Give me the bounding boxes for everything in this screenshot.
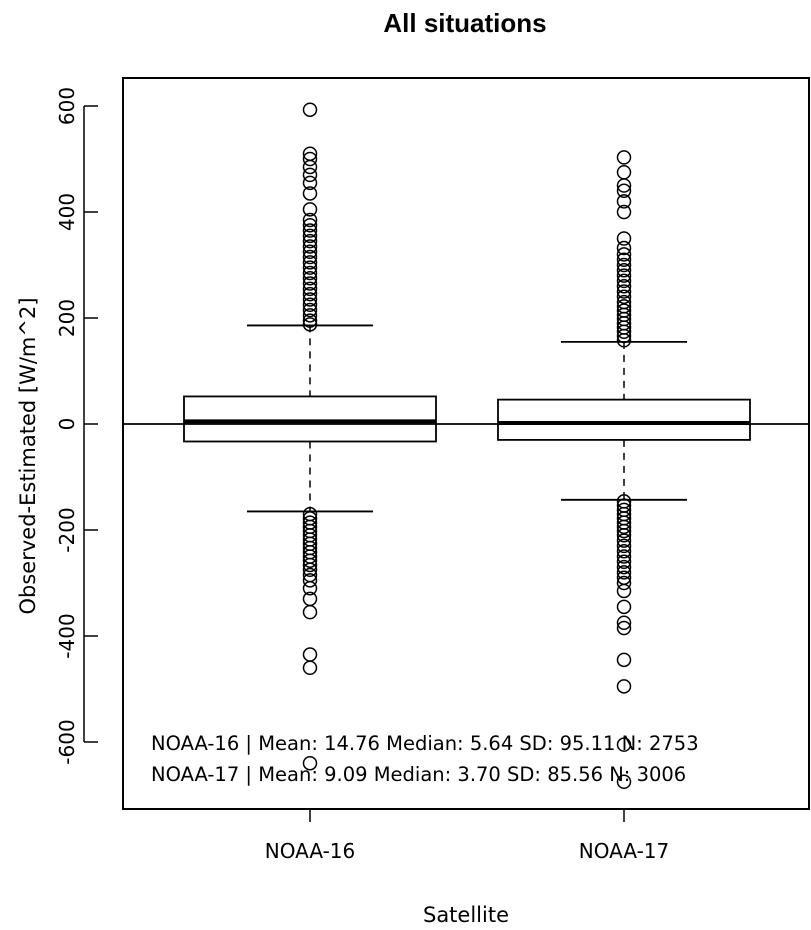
outlier-point [302,317,318,332]
outlier-point [302,233,318,249]
outlier-point [616,204,632,220]
outlier-point [302,151,318,167]
outlier-point [302,159,318,175]
outlier-point [616,523,632,539]
x-tick-label: NOAA-16 [265,839,356,863]
outlier-point [302,553,318,568]
outlier-point [302,308,318,323]
outlier-point [302,271,318,286]
outlier-point [302,212,318,228]
outlier-point [616,194,632,209]
outlier-point [302,146,318,161]
outlier-point [616,284,632,299]
outlier-point [616,679,632,694]
outlier-point [302,186,318,201]
outlier-point [616,583,632,599]
outlier-point [302,202,318,217]
outlier-point [302,313,318,328]
y-tick-label: 200 [55,299,79,337]
y-tick-label: 0 [55,418,79,431]
stats-line-noaa17: NOAA-17 | Mean: 9.09 Median: 3.70 SD: 85… [151,763,686,786]
outlier-point [616,294,632,310]
outlier-point [616,231,632,246]
outlier-point [616,183,632,199]
outlier-point [302,239,318,254]
outlier-point [302,228,318,244]
outlier-point [302,292,318,307]
y-tick-label: 600 [55,87,79,125]
y-tick-label: -600 [55,719,79,764]
outlier-point [302,102,318,117]
outlier-point [302,223,318,238]
x-axis-label: Satellite [423,903,509,927]
outlier-point [616,257,632,273]
outlier-point [302,255,318,270]
outlier-point [616,652,632,668]
stats-line-noaa16: NOAA-16 | Mean: 14.76 Median: 5.64 SD: 9… [151,732,699,755]
outlier-point [616,247,632,262]
outlier-point [302,167,318,183]
outlier-point [616,278,632,294]
chart-title: All situations [383,8,546,38]
outlier-point [302,260,318,275]
outlier-point [302,276,318,291]
outlier-point [302,244,318,259]
outlier-point [616,263,632,278]
y-tick-label: -400 [55,613,79,658]
outlier-point [302,218,318,233]
outlier-point [302,755,318,771]
outlier-point [616,533,632,548]
outlier-point [302,265,318,281]
outlier-point [616,565,632,580]
outlier-point [616,268,632,283]
data-layer [123,102,809,789]
outlier-point [616,737,632,752]
outlier-point [616,519,632,535]
outlier-point [616,599,632,615]
outlier-point [616,528,632,543]
box-group-noaa-16 [183,102,437,771]
outlier-point [302,286,318,302]
outlier-point [616,575,632,591]
outlier-point [302,281,318,297]
outlier-point [616,303,632,318]
outlier-point [302,647,318,662]
outlier-point [616,252,632,267]
outlier-point [616,615,632,630]
iqr-box [497,398,751,441]
outlier-point [616,554,632,570]
y-tick-label: -200 [55,507,79,552]
outlier-point [616,299,632,314]
box-group-noaa-17 [497,150,751,789]
outlier-point [616,240,632,256]
outlier-point [616,289,632,305]
outlier-point [302,557,318,573]
axis-layer: 600 400 200 0 -200 -400 -600 NOAA-16 NOAA-17 [55,87,669,863]
outlier-point [616,559,632,575]
plot-frame [122,77,810,810]
outlier-point [302,604,318,620]
outlier-point [302,562,318,577]
outlier-point [616,543,632,559]
iqr-box [183,395,437,443]
x-tick-label: NOAA-17 [579,839,670,863]
outlier-point [302,660,318,676]
outlier-point [302,302,318,318]
outlier-point [616,549,632,564]
y-tick-label: 400 [55,193,79,231]
outlier-point [616,150,632,165]
y-axis-label: Observed-Estimated [W/m^2] [16,297,40,614]
outlier-point [302,573,318,588]
outlier-point [616,774,632,789]
outlier-point [616,165,632,180]
outlier-point [616,538,632,554]
outlier-point [616,273,632,289]
outlier-point [302,249,318,265]
outlier-point [302,175,318,191]
outlier-point [616,620,632,636]
outlier-point [302,581,318,596]
outlier-point [302,297,318,312]
